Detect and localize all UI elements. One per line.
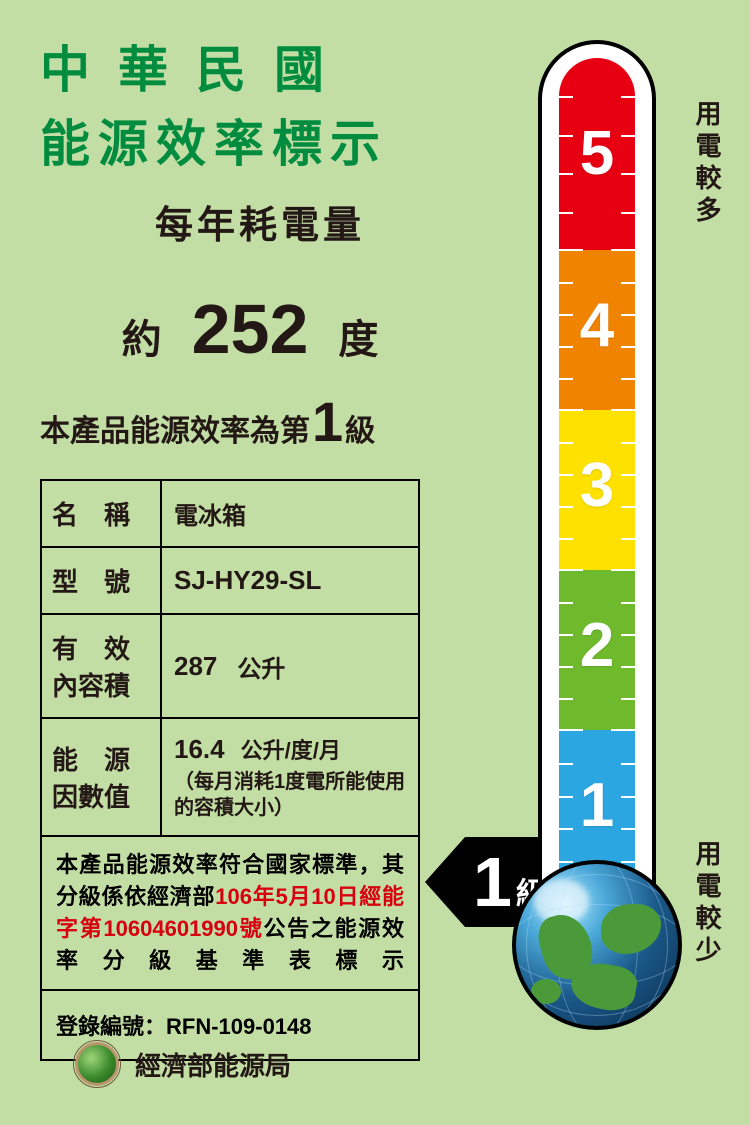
- row-capacity: 有 效內容積 287 公升: [42, 615, 418, 719]
- footer: 經濟部能源局: [75, 1042, 291, 1086]
- thermo-segment-5: 5: [559, 58, 635, 250]
- thermo-num-3: 3: [559, 450, 635, 521]
- value-factor: 16.4 公升/度/月 （每月消耗1度電所能使用的容積大小）: [162, 719, 418, 835]
- value-model: SJ-HY29-SL: [162, 548, 418, 613]
- title-label: 能源效率標示: [40, 104, 460, 176]
- label-name: 名 稱: [42, 481, 162, 546]
- grade-sentence: 本產品能源效率為第 1 級: [40, 389, 460, 454]
- spec-table: 名 稱 電冰箱 型 號 SJ-HY29-SL 有 效內容積 287 公升 能 源…: [40, 479, 420, 1061]
- side-label-top: 用電較多: [689, 100, 726, 228]
- capacity-num: 287: [174, 651, 217, 682]
- grade-prefix: 本產品能源效率為第: [40, 406, 310, 450]
- model-number: SJ-HY29-SL: [174, 565, 321, 596]
- factor-note: （每月消耗1度電所能使用的容積大小）: [174, 769, 406, 821]
- thermometer: 用電較多 用電較少 54321: [512, 40, 682, 1040]
- reg-label: 登錄編號：: [56, 1014, 166, 1039]
- value-name: 電冰箱: [162, 481, 418, 546]
- consumption-value: 252: [192, 289, 309, 369]
- footer-text: 經濟部能源局: [135, 1046, 291, 1083]
- arrow-grade-num: 1: [473, 837, 512, 927]
- arrow-triangle-icon: [425, 837, 465, 927]
- thermo-num-2: 2: [559, 610, 635, 681]
- row-name: 名 稱 電冰箱: [42, 481, 418, 548]
- subtitle-annual: 每年耗電量: [40, 194, 460, 249]
- capacity-unit: 公升: [237, 649, 285, 684]
- consumption-unit: 度: [338, 307, 378, 365]
- thermometer-bulb-globe-icon: [512, 860, 682, 1030]
- fac-l1: 能 源: [52, 745, 130, 775]
- thermo-segment-4: 4: [559, 250, 635, 410]
- thermometer-tube: 54321: [538, 40, 656, 890]
- cap-l2: 內容積: [52, 671, 130, 701]
- label-factor: 能 源因數值: [42, 719, 162, 835]
- reg-value: RFN-109-0148: [166, 1014, 312, 1039]
- thermo-segment-3: 3: [559, 410, 635, 570]
- cap-l1: 有 效: [52, 634, 130, 664]
- row-compliance: 本產品能源效率符合國家標準，其分級係依經濟部106年5月10日經能字第10604…: [42, 837, 418, 991]
- factor-unit: 公升/度/月: [241, 733, 341, 765]
- fac-l2: 因數值: [52, 782, 130, 812]
- title-country: 中華民國: [40, 30, 460, 102]
- label-model: 型 號: [42, 548, 162, 613]
- factor-num: 16.4: [174, 734, 225, 765]
- row-model: 型 號 SJ-HY29-SL: [42, 548, 418, 615]
- side-label-bottom: 用電較少: [689, 840, 726, 968]
- thermo-num-4: 4: [559, 290, 635, 361]
- approx-label: 約: [122, 307, 162, 365]
- grade-suffix: 級: [345, 406, 375, 450]
- row-factor: 能 源因數值 16.4 公升/度/月 （每月消耗1度電所能使用的容積大小）: [42, 719, 418, 837]
- grade-number: 1: [312, 389, 343, 454]
- consumption-row: 約 252 度: [40, 289, 460, 369]
- compliance-text: 本產品能源效率符合國家標準，其分級係依經濟部106年5月10日經能字第10604…: [42, 837, 418, 989]
- thermometer-inner: 54321: [559, 58, 635, 890]
- thermo-segment-2: 2: [559, 570, 635, 730]
- bureau-seal-icon: [75, 1042, 119, 1086]
- thermo-num-5: 5: [559, 118, 635, 189]
- label-capacity: 有 效內容積: [42, 615, 162, 717]
- value-capacity: 287 公升: [162, 615, 418, 717]
